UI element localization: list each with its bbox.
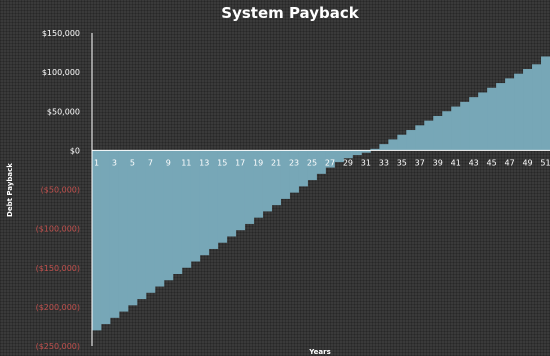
x-tick-label: 29 (343, 158, 353, 167)
bar-year-50 (532, 64, 542, 151)
x-tick-label: 9 (166, 158, 171, 167)
bar-year-24 (298, 150, 308, 187)
x-tick-label: 33 (379, 158, 389, 167)
bar-year-26 (316, 150, 326, 174)
bar-year-30 (352, 150, 362, 156)
x-tick-label: 27 (325, 158, 335, 167)
bar-year-32 (370, 148, 380, 151)
bar-year-42 (460, 101, 470, 151)
bar-year-23 (289, 150, 299, 193)
y-tick-label: ($50,000) (41, 186, 80, 195)
bar-year-41 (451, 106, 461, 151)
bar-year-11 (181, 150, 192, 268)
x-tick-label: 21 (271, 158, 281, 167)
bar-year-31 (361, 150, 371, 153)
y-tick-label: $50,000 (47, 107, 80, 116)
y-tick-label: ($100,000) (36, 225, 80, 234)
y-tick-label: ($200,000) (36, 303, 80, 312)
x-tick-label: 5 (130, 158, 135, 167)
bar-year-20 (262, 150, 273, 212)
x-axis-label: Years (308, 348, 331, 356)
y-tick-label: $0 (70, 146, 80, 155)
bar-year-3 (109, 150, 120, 318)
y-axis-label: Debt Payback (6, 163, 14, 217)
y-tick-label: $150,000 (42, 29, 80, 38)
bar-year-8 (154, 150, 165, 287)
x-tick-label: 47 (504, 158, 514, 167)
y-ticks-group: $150,000 $100,000 $50,000 $0 ($50,000) ($100,… (36, 29, 80, 351)
bar-year-44 (478, 92, 488, 151)
bar-year-27 (325, 150, 335, 168)
bar-year-47 (505, 78, 515, 151)
bar-year-18 (244, 150, 255, 224)
bar-year-14 (208, 150, 219, 249)
bar-year-40 (442, 111, 452, 151)
bar-year-36 (406, 130, 416, 151)
bar-year-49 (523, 69, 533, 151)
x-tick-label: 51 (540, 158, 550, 167)
x-tick-label: 7 (148, 158, 153, 167)
x-tick-label: 13 (199, 158, 209, 167)
x-tick-label: 19 (253, 158, 263, 167)
x-tick-label: 45 (487, 158, 497, 167)
bar-year-13 (199, 150, 210, 256)
bar-year-17 (235, 150, 246, 231)
bar-year-12 (190, 150, 201, 262)
x-tick-label: 3 (112, 158, 117, 167)
bar-year-46 (496, 83, 506, 151)
y-tick-label: ($250,000) (36, 342, 80, 351)
bar-year-9 (163, 150, 174, 281)
bar-year-7 (145, 150, 156, 293)
bar-year-22 (280, 150, 290, 199)
bar-year-6 (136, 150, 147, 300)
bar-year-35 (397, 134, 407, 151)
x-tick-label: 1 (94, 158, 99, 167)
bar-year-34 (388, 139, 398, 151)
y-tick-label: ($150,000) (36, 264, 80, 273)
bar-year-43 (469, 97, 479, 151)
bar-year-15 (217, 150, 228, 243)
x-ticks-group: 1 3 5 7 9 11 13 15 17 19 21 23 25 27 29 31 33 35 37 39 41 43 4… (94, 158, 550, 167)
bars-group (92, 56, 550, 331)
x-tick-label: 39 (433, 158, 443, 167)
x-tick-label: 37 (415, 158, 425, 167)
bar-year-38 (424, 120, 434, 151)
bar-year-45 (487, 87, 497, 151)
bar-year-5 (127, 150, 138, 306)
bar-year-25 (307, 150, 317, 181)
bar-year-51 (541, 56, 550, 151)
x-tick-label: 25 (307, 158, 317, 167)
bar-year-21 (271, 150, 281, 206)
bar-year-19 (253, 150, 264, 218)
bar-year-37 (415, 125, 425, 151)
x-tick-label: 11 (181, 158, 191, 167)
bar-year-16 (226, 150, 237, 237)
y-tick-label: $100,000 (42, 68, 80, 77)
bar-year-4 (118, 150, 129, 312)
x-tick-label: 49 (522, 158, 532, 167)
x-tick-label: 41 (451, 158, 461, 167)
x-tick-label: 15 (217, 158, 227, 167)
x-tick-label: 35 (397, 158, 407, 167)
x-tick-label: 23 (289, 158, 299, 167)
bar-year-2 (100, 150, 111, 325)
chart-title: System Payback (221, 4, 359, 22)
x-tick-label: 43 (469, 158, 479, 167)
bar-year-28 (334, 150, 344, 163)
bar-year-39 (433, 115, 443, 151)
x-tick-label: 31 (361, 158, 371, 167)
bar-year-33 (379, 144, 389, 151)
bar-year-29 (343, 150, 353, 159)
bar-year-1 (92, 150, 102, 331)
x-tick-label: 17 (235, 158, 245, 167)
bar-year-10 (172, 150, 183, 275)
bar-year-48 (514, 73, 524, 151)
